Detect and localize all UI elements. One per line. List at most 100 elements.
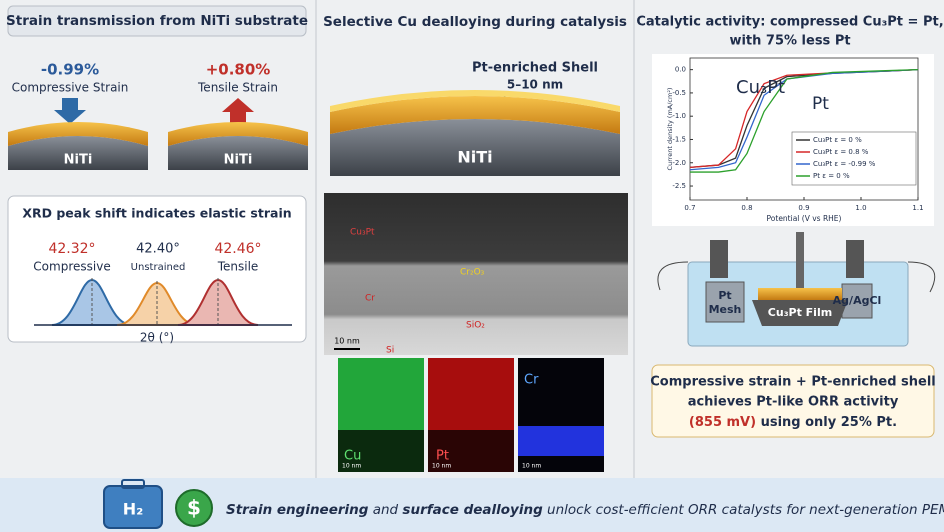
x-axis-label: Potential (V vs RHE) <box>767 214 842 223</box>
tem-label: SiO₂ <box>466 321 485 331</box>
tem-label: Cu₃Pt <box>350 228 375 238</box>
eds-element: Cu <box>344 449 361 464</box>
scale-label: 10 nm <box>334 337 360 346</box>
x-tick-label: 0.8 <box>741 204 752 212</box>
icon-label: $ <box>187 496 201 520</box>
eds-map <box>428 358 514 430</box>
annotation: Pt <box>812 94 829 114</box>
tem-label: Cr <box>365 294 375 304</box>
eds-map <box>338 358 424 430</box>
substrate-label: NiTi <box>224 153 253 168</box>
y-tick-label: -1.0 <box>672 112 686 120</box>
panel-title: Strain transmission from NiTi substrate <box>6 13 308 29</box>
film-layer <box>168 122 308 146</box>
series-line <box>690 68 919 173</box>
legend-box <box>791 131 917 186</box>
shell-label: Pt-enriched Shell <box>472 61 598 76</box>
summary-line: Compressive strain + Pt-enriched shell <box>650 375 936 390</box>
strain-label: Tensile Strain <box>197 81 278 95</box>
y-tick-label: -0.5 <box>672 89 686 97</box>
y-axis-label: Current density (mA/cm²) <box>666 88 674 171</box>
shell-thickness: 5–10 nm <box>507 78 563 92</box>
up-arrow <box>222 98 254 124</box>
scale-label: 10 nm <box>342 463 361 470</box>
summary-line: achieves Pt-like ORR activity <box>688 395 899 410</box>
legend-label: Cu₃Pt ε = -0.99 % <box>813 160 876 168</box>
xrd-axis-label: 2θ (°) <box>140 331 174 345</box>
substrate <box>8 136 148 170</box>
substrate <box>168 136 308 170</box>
strain-label: Compressive Strain <box>12 81 129 95</box>
substrate <box>330 119 620 176</box>
strain-value: +0.80% <box>206 61 271 79</box>
eds-element: Pt <box>436 449 449 464</box>
y-tick-label: -1.5 <box>672 135 686 143</box>
substrate-label: NiTi <box>64 153 93 168</box>
summary-highlight: (855 mV) <box>689 415 756 430</box>
panel-title-box <box>7 5 307 37</box>
cell-label: Mesh <box>709 303 742 316</box>
legend-label: Pt ε = 0 % <box>813 172 850 180</box>
working-rod <box>796 232 804 288</box>
panel-title: Selective Cu dealloying during catalysis <box>323 14 627 30</box>
x-tick-label: 1.1 <box>912 204 923 212</box>
h2-icon <box>103 485 163 529</box>
electrode <box>710 240 728 278</box>
down-arrow <box>54 98 86 124</box>
annotation: Cu₃Pt <box>736 77 785 98</box>
legend-label: Cu₃Pt ε = 0 % <box>813 136 862 144</box>
strain-value: -0.99% <box>41 61 99 79</box>
summary-box <box>651 364 935 438</box>
x-tick-label: 0.9 <box>798 204 809 212</box>
film-layer <box>330 96 620 134</box>
panel-title: with 75% less Pt <box>729 34 850 49</box>
cell-label: Pt <box>718 289 731 302</box>
eds-band <box>518 426 604 456</box>
scale-label: 10 nm <box>432 463 451 470</box>
tem-label: Cr₂O₃ <box>460 268 485 278</box>
h2-handle <box>121 479 145 489</box>
y-tick-label: 0.0 <box>675 66 686 74</box>
peak-angle: 42.32° <box>48 241 95 257</box>
summary-text: using only 25% Pt. <box>756 415 897 430</box>
peak-angle: 42.40° <box>136 242 180 257</box>
banner-emphasis: Strain engineering <box>226 502 369 518</box>
banner-segment: and <box>368 502 402 518</box>
y-tick-label: -2.5 <box>672 182 686 190</box>
cell-label: Ag/AgCl <box>833 294 882 307</box>
tem-image <box>324 193 628 355</box>
wires <box>657 261 936 293</box>
banner-segment: unlock cost-efficient ORR catalysts for … <box>543 502 944 518</box>
banner-emphasis: surface dealloying <box>402 502 543 518</box>
tem-label: Si <box>386 346 394 356</box>
eds-map <box>338 430 424 472</box>
eds-map <box>428 430 514 472</box>
electrode <box>846 240 864 278</box>
x-tick-label: 1.0 <box>855 204 866 212</box>
y-tick-label: -2.0 <box>672 159 686 167</box>
pt-mesh <box>705 281 745 323</box>
cost-icon <box>175 489 213 527</box>
cell-label: Cu₃Pt Film <box>768 306 832 319</box>
summary-line: (855 mV) using only 25% Pt. <box>689 415 897 430</box>
film-layer <box>758 288 842 300</box>
film-layer <box>8 122 148 146</box>
lsv-chart: 0.0 -0.5 -1.0 -1.5 -2.0 -2.5 0.7 0.8 0.9 1.0 1.1 Po… <box>666 57 924 223</box>
chart-background <box>652 54 934 226</box>
peak-angle: 42.46° <box>214 241 261 257</box>
xrd-title: XRD peak shift indicates elastic strain <box>22 206 291 221</box>
x-tick-label: 0.7 <box>684 204 695 212</box>
icon-label: H₂ <box>123 500 143 519</box>
eds-element: Cr <box>524 373 539 388</box>
shell-layer <box>330 90 620 112</box>
film-holder <box>752 300 848 326</box>
banner-text: Strain engineering and surface dealloyin… <box>226 502 944 518</box>
peak-label: Compressive <box>33 260 110 274</box>
scale-label: 10 nm <box>522 463 541 470</box>
legend-label: Cu₃Pt ε = 0.8 % <box>813 148 869 156</box>
panel-title: Catalytic activity: compressed Cu₃Pt = P… <box>636 15 943 30</box>
peak-label: Tensile <box>217 260 259 274</box>
substrate-label: NiTi <box>457 148 492 167</box>
peak-label: Unstrained <box>131 262 186 273</box>
